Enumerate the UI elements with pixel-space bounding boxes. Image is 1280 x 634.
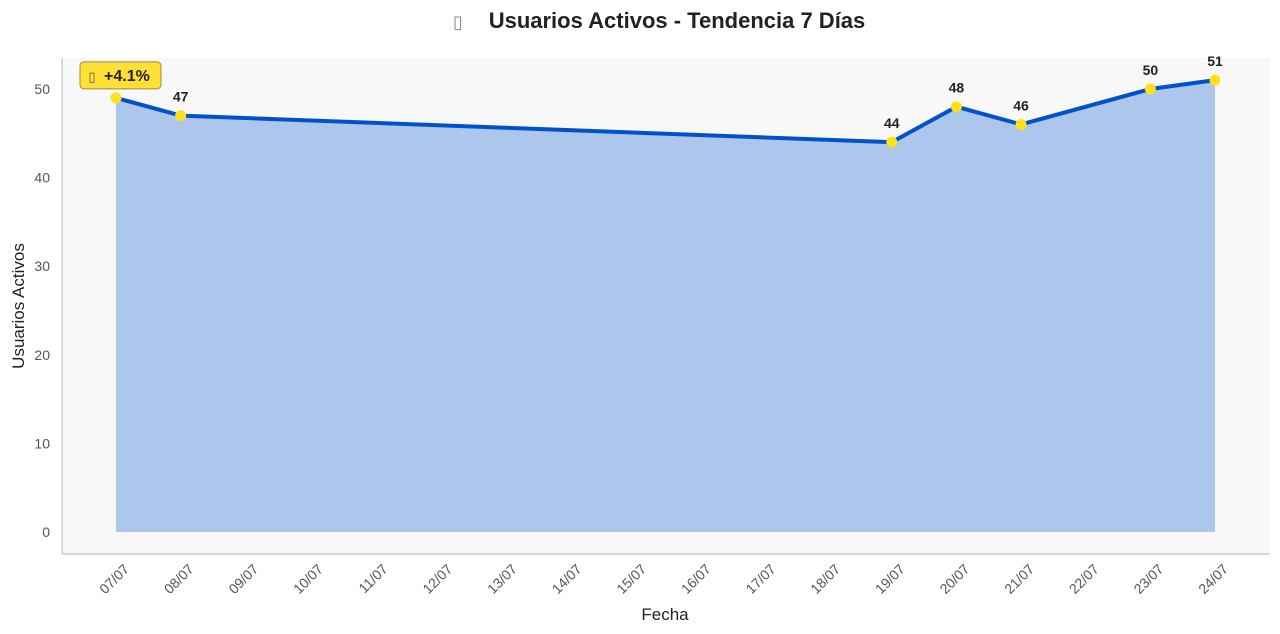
x-tick-label-09-07: 09/07 [225, 561, 261, 597]
x-tick-label-24-07: 24/07 [1195, 561, 1231, 597]
chart-title: ▯ Usuarios Activos - Tendencia 7 Días [453, 8, 865, 33]
annotation-badge [79, 61, 162, 90]
x-tick-label-17-07: 17/07 [742, 561, 778, 597]
annotation-text: +4.1% [104, 68, 150, 85]
x-tick-label-12-07: 12/07 [419, 561, 455, 597]
data-label-24-07: 51 [1207, 53, 1223, 69]
y-tick-label-40: 40 [34, 170, 50, 186]
trend-up-icon: ▯ [88, 70, 95, 85]
y-tick-label-30: 30 [34, 258, 50, 274]
data-point-23-07 [1144, 83, 1156, 95]
x-tick-label-20-07: 20/07 [936, 561, 972, 597]
plot-area: 47 44 48 46 50 51 [110, 53, 1223, 532]
data-label-08-07: 47 [173, 89, 189, 105]
data-point-08-07 [175, 110, 187, 122]
data-point-19-07 [886, 136, 898, 148]
y-tick-label-20: 20 [34, 347, 50, 363]
chart-title-text: Usuarios Activos - Tendencia 7 Días [489, 8, 866, 33]
data-point-07-07 [110, 92, 122, 104]
x-tick-label-07-07: 07/07 [96, 561, 132, 597]
x-tick-label-18-07: 18/07 [807, 561, 843, 597]
title-icon: ▯ [453, 12, 463, 32]
data-label-20-07: 48 [949, 80, 965, 96]
x-tick-label-16-07: 16/07 [678, 561, 714, 597]
y-axis-label: Usuarios Activos [9, 243, 28, 369]
series-area [116, 80, 1215, 532]
x-tick-label-10-07: 10/07 [290, 561, 326, 597]
y-tick-label-50: 50 [34, 81, 50, 97]
data-label-21-07: 46 [1013, 97, 1029, 113]
x-axis-ticks: 07/07 08/07 09/07 10/07 11/07 12/07 13/07 14/07… [96, 561, 1231, 597]
x-tick-label-13-07: 13/07 [484, 561, 520, 597]
x-tick-label-21-07: 21/07 [1001, 561, 1037, 597]
data-point-20-07 [950, 101, 962, 113]
x-tick-label-14-07: 14/07 [549, 561, 585, 597]
x-tick-label-08-07: 08/07 [161, 561, 197, 597]
x-tick-label-11-07: 11/07 [355, 561, 391, 597]
data-label-19-07: 44 [884, 115, 900, 131]
data-point-24-07 [1209, 74, 1221, 86]
y-tick-label-0: 0 [42, 524, 50, 540]
x-tick-label-15-07: 15/07 [613, 561, 649, 597]
y-axis-ticks: 0 10 20 30 40 50 [34, 81, 50, 540]
data-point-21-07 [1015, 118, 1027, 130]
x-tick-label-23-07: 23/07 [1130, 561, 1166, 597]
change-annotation: ▯ +4.1% [79, 61, 162, 90]
data-label-23-07: 50 [1143, 62, 1159, 78]
x-axis-label: Fecha [641, 605, 689, 624]
y-tick-label-10: 10 [34, 435, 50, 451]
x-tick-label-19-07: 19/07 [872, 561, 908, 597]
x-tick-label-22-07: 22/07 [1066, 561, 1102, 597]
